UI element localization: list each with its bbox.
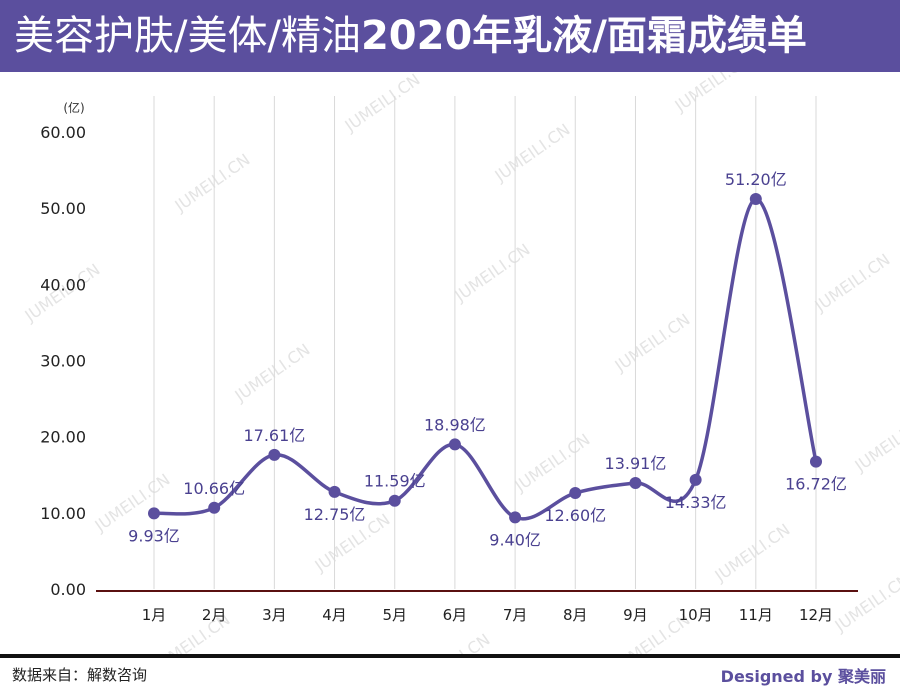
data-label: 9.40亿 xyxy=(489,530,541,549)
watermark-text: JUMEILI.CN xyxy=(611,310,694,376)
data-point xyxy=(629,477,642,490)
watermark-text: JUMEILI.CN xyxy=(711,520,794,586)
data-point xyxy=(208,501,221,514)
x-tick-label: 11月 xyxy=(739,606,773,624)
data-labels: 9.93亿 10.66亿 17.61亿 12.75亿 11.59亿 18.98亿 9.40亿… xyxy=(128,170,847,549)
x-tick-label: 2月 xyxy=(202,606,227,624)
x-tick-label: 9月 xyxy=(623,606,648,624)
data-point xyxy=(148,507,160,520)
data-label: 18.98亿 xyxy=(424,415,486,434)
y-tick-label: 50.00 xyxy=(40,199,86,218)
watermark-text: JUMEILI.CN xyxy=(831,570,900,636)
title-prefix: 美容护肤/美体/精油 xyxy=(14,13,361,59)
title-main: 2020年乳液/面霜成绩单 xyxy=(360,13,807,59)
line-chart: JUMEILI.CN JUMEILI.CN JUMEILI.CN JUMEILI.CN… xyxy=(21,72,900,654)
data-point xyxy=(448,438,461,451)
x-tick-label: 3月 xyxy=(262,606,287,624)
data-source: 数据来自：解数咨询 xyxy=(12,666,148,684)
data-label: 13.91亿 xyxy=(605,454,667,473)
x-tick-label: 8月 xyxy=(563,606,588,624)
data-point xyxy=(509,511,522,524)
watermark-text: JUMEILI.CN xyxy=(341,72,424,136)
y-tick-label: 0.00 xyxy=(50,580,86,599)
y-tick-label: 20.00 xyxy=(40,428,86,447)
data-label: 17.61亿 xyxy=(243,426,305,445)
data-label: 14.33亿 xyxy=(665,493,727,512)
footer-divider xyxy=(0,654,900,658)
watermark-text: JUMEILI.CN xyxy=(411,630,494,654)
x-tick-label: 7月 xyxy=(503,606,528,624)
y-tick-label: 40.00 xyxy=(40,275,86,294)
data-points xyxy=(148,193,822,524)
watermark-text: JUMEILI.CN xyxy=(671,72,754,116)
data-label: 10.66亿 xyxy=(183,479,245,498)
data-label: 11.59亿 xyxy=(364,472,426,491)
x-axis: 1月 2月 3月 4月 5月 6月 7月 8月 9月 10月 11月 12月 xyxy=(96,590,858,624)
x-tick-label: 10月 xyxy=(679,606,713,624)
data-label: 9.93亿 xyxy=(128,526,180,545)
data-point xyxy=(388,494,401,507)
watermark-text: JUMEILI.CN xyxy=(451,240,534,306)
y-tick-label: 10.00 xyxy=(40,504,86,523)
watermark-text: JUMEILI.CN xyxy=(171,150,254,216)
data-label: 12.75亿 xyxy=(304,505,366,524)
watermark-text: JUMEILI.CN xyxy=(491,120,574,186)
x-tick-label: 1月 xyxy=(142,606,167,624)
data-point xyxy=(749,193,762,206)
data-label: 16.72亿 xyxy=(785,475,847,494)
page-title: 美容护肤/美体/精油2020年乳液/面霜成绩单 xyxy=(14,10,807,62)
watermark-text: JUMEILI.CN xyxy=(811,250,894,316)
x-tick-label: 5月 xyxy=(382,606,407,624)
series-line xyxy=(152,197,818,521)
designed-by: Designed by 聚美丽 xyxy=(720,667,886,686)
watermark-text: JUMEILI.CN xyxy=(231,340,314,406)
data-point xyxy=(569,487,582,500)
data-label: 12.60亿 xyxy=(544,506,606,525)
watermark-text: JUMEILI.CN xyxy=(511,430,594,496)
x-tick-label: 4月 xyxy=(322,606,347,624)
header-bar: 美容护肤/美体/精油2020年乳液/面霜成绩单 xyxy=(0,0,900,72)
data-point xyxy=(689,473,702,486)
y-tick-label: 30.00 xyxy=(40,352,86,371)
watermark-layer: JUMEILI.CN JUMEILI.CN JUMEILI.CN JUMEILI.CN… xyxy=(21,72,900,654)
data-point xyxy=(810,455,822,468)
data-point xyxy=(328,485,341,498)
y-axis: (亿) 0.00 10.00 20.00 30.00 40.00 50.00 60.00 xyxy=(40,100,86,599)
x-tick-label: 6月 xyxy=(443,606,468,624)
y-tick-label: 60.00 xyxy=(40,123,86,142)
y-unit-label: (亿) xyxy=(63,100,84,115)
x-tick-label: 12月 xyxy=(799,606,833,624)
data-label: 51.20亿 xyxy=(725,170,787,189)
chart-grid xyxy=(153,96,817,589)
watermark-text: JUMEILI.CN xyxy=(851,410,900,476)
data-point xyxy=(268,448,281,461)
